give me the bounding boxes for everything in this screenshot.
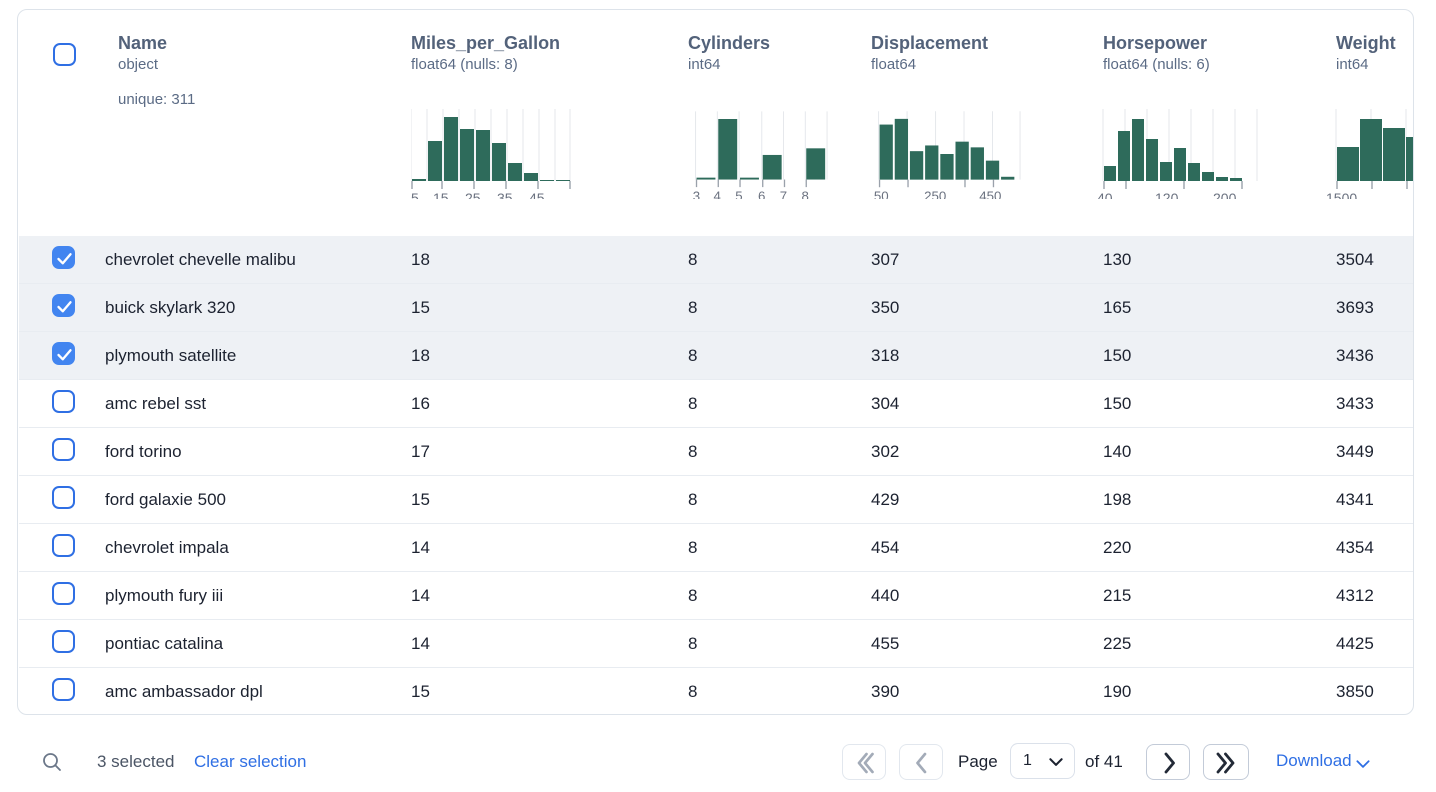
svg-text:40: 40 [1097, 190, 1113, 199]
svg-text:1500: 1500 [1326, 190, 1357, 199]
svg-text:4: 4 [714, 188, 721, 199]
svg-text:7: 7 [780, 188, 787, 199]
svg-text:250: 250 [924, 189, 946, 199]
svg-text:200: 200 [1213, 190, 1237, 199]
svg-text:50: 50 [874, 189, 889, 199]
svg-text:35: 35 [497, 190, 513, 199]
svg-text:8: 8 [802, 188, 809, 199]
svg-text:120: 120 [1155, 190, 1179, 199]
svg-text:5: 5 [735, 188, 742, 199]
svg-text:6: 6 [758, 188, 765, 199]
svg-text:450: 450 [979, 189, 1001, 199]
svg-text:45: 45 [529, 190, 545, 199]
svg-text:25: 25 [465, 190, 481, 199]
svg-text:3: 3 [693, 188, 700, 199]
svg-text:5: 5 [411, 190, 419, 199]
svg-text:15: 15 [433, 190, 449, 199]
